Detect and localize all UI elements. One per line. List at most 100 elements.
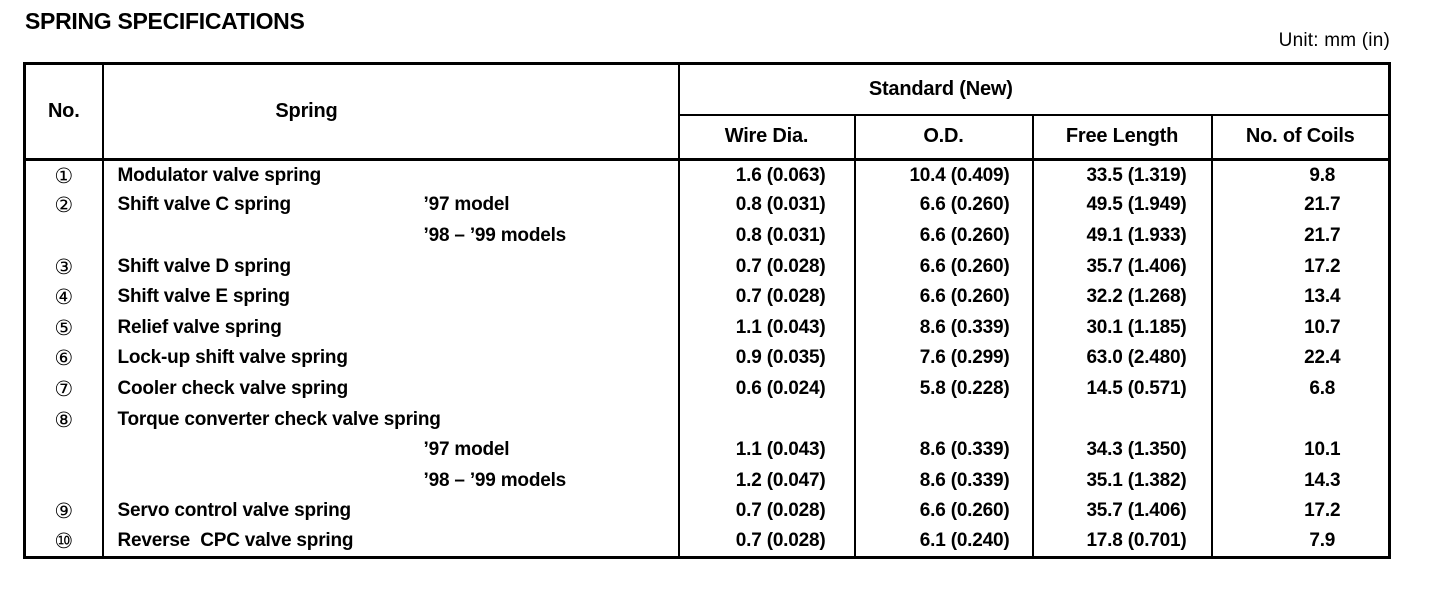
free-length-value: 34.3 (1.350) <box>1031 434 1213 466</box>
od-value: 6.6 (0.260) <box>853 190 1034 221</box>
item-number: ⑦ <box>23 373 104 405</box>
spring-name: Shift valve C spring <box>117 194 292 216</box>
no-of-coils-value: 17.2 <box>1210 496 1391 527</box>
no-of-coils-value: 17.2 <box>1210 251 1391 282</box>
no-of-coils-value: 21.7 <box>1210 220 1391 252</box>
free-length-value: 14.5 (0.571) <box>1031 373 1213 405</box>
table-row: ⑨ Servo control valve spring 0.7 (0.028)… <box>23 496 1391 527</box>
spring-cell: Modulator valve spring <box>101 159 680 191</box>
spring-name: Modulator valve spring <box>117 164 322 186</box>
od-value: 8.6 (0.339) <box>853 465 1034 497</box>
spring-name: Shift valve E spring <box>117 286 291 308</box>
spring-name: Relief valve spring <box>117 316 282 338</box>
od-value: 6.6 (0.260) <box>853 251 1034 282</box>
table-row: ’98 – ’99 models 0.8 (0.031) 6.6 (0.260)… <box>23 220 1391 252</box>
no-of-coils-value: 7.9 <box>1210 526 1391 558</box>
wire-dia-value: 0.8 (0.031) <box>677 190 856 221</box>
model-label: ’97 model <box>423 439 510 461</box>
wire-dia-value: 0.6 (0.024) <box>677 373 856 405</box>
no-of-coils-value <box>1210 404 1391 435</box>
free-length-value: 32.2 (1.268) <box>1031 281 1213 313</box>
spring-cell: Shift valve C spring ’97 model <box>101 190 680 221</box>
free-length-value: 30.1 (1.185) <box>1031 312 1213 344</box>
table-row: ④ Shift valve E spring 0.7 (0.028) 6.6 (… <box>23 281 1391 313</box>
spring-cell: Reverse CPC valve spring <box>101 526 680 558</box>
table-row: ⑩ Reverse CPC valve spring 0.7 (0.028) 6… <box>23 526 1391 558</box>
free-length-value: 35.7 (1.406) <box>1031 251 1213 282</box>
free-length-value: 63.0 (2.480) <box>1031 343 1213 374</box>
item-number: ④ <box>23 281 104 313</box>
wire-dia-value <box>677 404 856 435</box>
od-value <box>853 404 1034 435</box>
table-row: ⑥ Lock-up shift valve spring 0.9 (0.035)… <box>23 343 1391 374</box>
unit-label: Unit: mm (in) <box>1278 30 1390 51</box>
wire-dia-value: 1.6 (0.063) <box>677 159 856 191</box>
no-of-coils-value: 9.8 <box>1210 159 1391 191</box>
item-number <box>23 434 104 466</box>
no-of-coils-value: 10.1 <box>1210 434 1391 466</box>
column-header-spring: Spring <box>101 63 680 161</box>
no-of-coils-value: 10.7 <box>1210 312 1391 344</box>
wire-dia-value: 1.2 (0.047) <box>677 465 856 497</box>
model-label: ’98 – ’99 models <box>423 469 567 491</box>
table-row: ③ Shift valve D spring 0.7 (0.028) 6.6 (… <box>23 251 1391 282</box>
free-length-value: 49.1 (1.933) <box>1031 220 1213 252</box>
od-value: 6.6 (0.260) <box>853 220 1034 252</box>
free-length-value: 49.5 (1.949) <box>1031 190 1213 221</box>
item-number: ⑩ <box>23 526 104 558</box>
spring-name: Servo control valve spring <box>117 500 352 522</box>
spring-name: Reverse CPC valve spring <box>117 530 354 552</box>
item-number: ③ <box>23 251 104 282</box>
spring-cell: Servo control valve spring <box>101 496 680 527</box>
table-row: ① Modulator valve spring 1.6 (0.063) 10.… <box>23 159 1391 191</box>
od-value: 6.1 (0.240) <box>853 526 1034 558</box>
wire-dia-value: 0.7 (0.028) <box>677 496 856 527</box>
column-header-wire-dia: Wire Dia. <box>677 114 856 161</box>
page-title: SPRING SPECIFICATIONS <box>25 8 305 34</box>
item-number: ② <box>23 190 104 221</box>
spring-cell: Shift valve D spring <box>101 251 680 282</box>
item-number <box>23 220 104 252</box>
od-value: 6.6 (0.260) <box>853 281 1034 313</box>
item-number: ① <box>23 159 104 191</box>
no-of-coils-value: 14.3 <box>1210 465 1391 497</box>
header-row-sub: Wire Dia. O.D. Free Length No. of Coils <box>25 114 1391 161</box>
od-value: 6.6 (0.260) <box>853 496 1034 527</box>
wire-dia-value: 0.9 (0.035) <box>677 343 856 374</box>
model-label: ’98 – ’99 models <box>423 224 567 246</box>
od-value: 8.6 (0.339) <box>853 312 1034 344</box>
column-header-free-length: Free Length <box>1031 114 1213 161</box>
header-row-top: No. Spring Standard (New) <box>23 63 1391 161</box>
column-header-no: No. <box>23 63 104 161</box>
spring-cell: Shift valve E spring <box>101 281 680 313</box>
table-row: ⑤ Relief valve spring 1.1 (0.043) 8.6 (0… <box>23 312 1391 344</box>
table-row: ⑦ Cooler check valve spring 0.6 (0.024) … <box>23 373 1391 405</box>
spring-name: Torque converter check valve spring <box>117 408 441 430</box>
model-label: ’97 model <box>423 194 510 216</box>
od-value: 10.4 (0.409) <box>853 159 1034 191</box>
spring-specifications-table: No. Spring Standard (New) Wire Dia. O.D.… <box>23 62 1392 559</box>
item-number: ⑤ <box>23 312 104 344</box>
spring-name: Shift valve D spring <box>117 255 292 277</box>
od-value: 5.8 (0.228) <box>853 373 1034 405</box>
od-value: 7.6 (0.299) <box>853 343 1034 374</box>
column-header-no-of-coils: No. of Coils <box>1210 114 1391 161</box>
item-number: ⑧ <box>23 404 104 435</box>
spring-cell: ’98 – ’99 models <box>101 220 680 252</box>
free-length-value: 17.8 (0.701) <box>1031 526 1213 558</box>
spring-cell: Lock-up shift valve spring <box>101 343 680 374</box>
free-length-value: 33.5 (1.319) <box>1031 159 1213 191</box>
no-of-coils-value: 13.4 <box>1210 281 1391 313</box>
wire-dia-value: 0.7 (0.028) <box>677 251 856 282</box>
free-length-value: 35.1 (1.382) <box>1031 465 1213 497</box>
table-row: ’97 model 1.1 (0.043) 8.6 (0.339) 34.3 (… <box>23 434 1391 466</box>
free-length-value <box>1031 404 1213 435</box>
free-length-value: 35.7 (1.406) <box>1031 496 1213 527</box>
wire-dia-value: 0.7 (0.028) <box>677 526 856 558</box>
wire-dia-value: 0.8 (0.031) <box>677 220 856 252</box>
column-header-standard-new: Standard (New) <box>677 63 1391 116</box>
item-number: ⑨ <box>23 496 104 527</box>
spring-cell: ’98 – ’99 models <box>101 465 680 497</box>
item-number <box>23 465 104 497</box>
